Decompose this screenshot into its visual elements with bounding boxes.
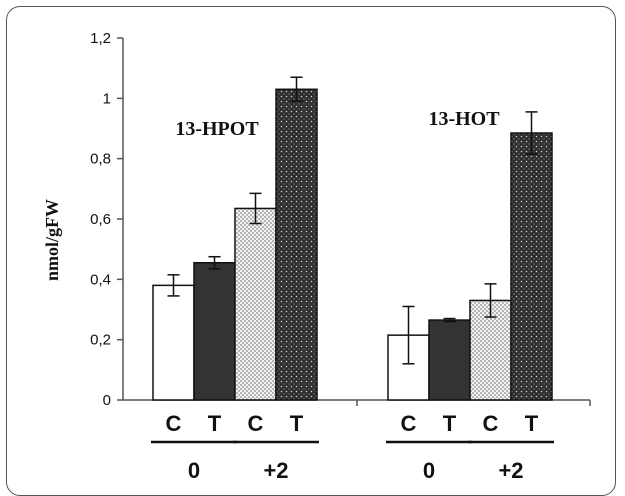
bar-13-hpot-c-zero	[152, 284, 195, 401]
category-label: C	[401, 411, 417, 436]
bar-13-hot-t-plus2	[510, 132, 553, 401]
y-axis-label: nmol/gFW	[42, 199, 62, 281]
bar-13-hpot-t-plus2	[275, 88, 318, 401]
y-tick-label: 1,2	[90, 30, 111, 47]
category-label: C	[483, 411, 499, 436]
bar-13-hpot-t-zero	[193, 261, 236, 401]
condition-label: +2	[263, 458, 288, 483]
group-label: 13-HPOT	[175, 118, 259, 140]
y-tick-label: 1	[103, 90, 111, 107]
bar-13-hot-t-zero	[428, 319, 471, 401]
y-tick-label: 0,8	[90, 151, 111, 168]
category-label: C	[248, 411, 264, 436]
condition-label: +2	[498, 458, 523, 483]
y-tick-label: 0	[103, 392, 111, 409]
y-tick-label: 0,6	[90, 211, 111, 228]
condition-label: 0	[188, 458, 200, 483]
category-label: T	[208, 411, 222, 436]
category-label: T	[443, 411, 457, 436]
category-label: T	[290, 411, 304, 436]
y-tick-label: 0,2	[90, 332, 111, 349]
category-label: C	[166, 411, 182, 436]
y-tick-label: 0,4	[90, 271, 111, 288]
bar-13-hpot-c-plus2	[234, 207, 277, 401]
category-label: T	[525, 411, 539, 436]
group-label: 13-HOT	[428, 108, 500, 130]
condition-label: 0	[423, 458, 435, 483]
